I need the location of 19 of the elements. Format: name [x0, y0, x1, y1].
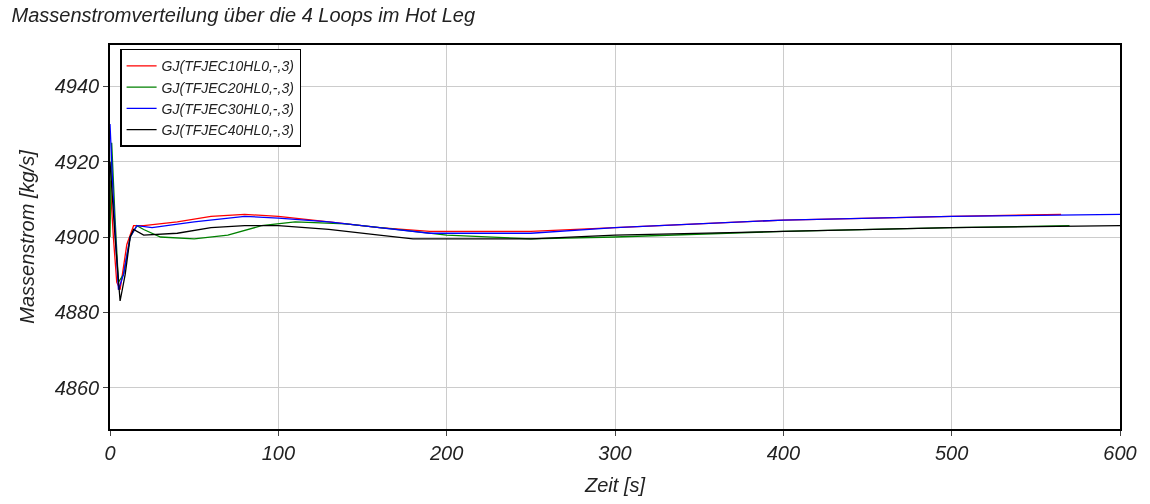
legend-label: GJ(TFJEC30HL0,-,3): [161, 100, 294, 117]
x-tick-label: 600: [1103, 441, 1137, 464]
x-tick-label: 300: [598, 441, 632, 464]
y-tick-label: 4920: [54, 150, 100, 173]
y-tick-label: 4860: [54, 376, 100, 399]
x-tick-label: 500: [934, 441, 969, 464]
y-axis-title: Massenstrom [kg/s]: [15, 149, 38, 324]
x-tick-label: 100: [261, 441, 296, 464]
x-tick-label: 400: [766, 441, 801, 464]
chart-title: Massenstromverteilung über die 4 Loops im Hot Leg: [11, 3, 476, 26]
y-tick-label: 4940: [54, 75, 100, 98]
y-tick-label: 4880: [54, 301, 100, 324]
legend-label: GJ(TFJEC10HL0,-,3): [161, 58, 294, 75]
y-tick-label: 4900: [54, 226, 100, 248]
x-tick-label: 200: [428, 441, 464, 464]
legend-label: GJ(TFJEC40HL0,-,3): [161, 122, 294, 138]
x-axis-title: Zeit [s]: [583, 473, 646, 496]
legend-label: GJ(TFJEC20HL0,-,3): [161, 79, 294, 96]
x-tick-label: 0: [104, 441, 116, 464]
